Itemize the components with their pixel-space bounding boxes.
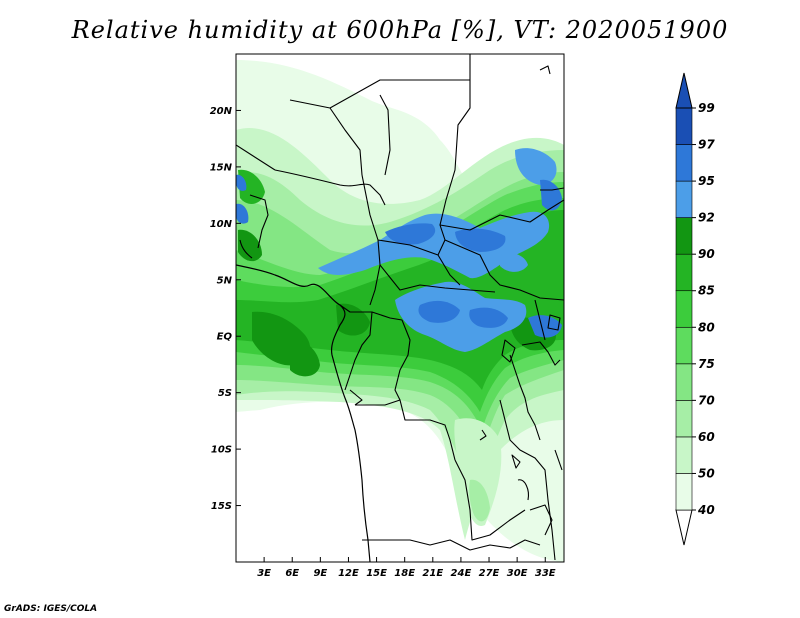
colorbar-segment [675,180,693,218]
lon-tick-label: 6E [285,568,299,579]
colorbar: 40 50 60 70 75 80 85 90 92 95 97 99 [675,72,715,546]
colorbar-segment [675,436,693,474]
lon-tick-label: 30E [507,568,528,579]
longitude-axis: 3E 6E 9E 12E 15E 18E 21E 24E 27E 30E 33E [257,557,556,579]
colorbar-label: 70 [698,393,715,407]
colorbar-label: 50 [698,466,715,480]
colorbar-segment [675,400,693,438]
lat-tick-label: 5S [218,388,232,399]
colorbar-label: 85 [698,284,715,298]
lat-tick-label: 20N [210,106,233,117]
lat-tick-label: 10S [211,445,232,456]
lon-tick-label: 18E [394,568,415,579]
lat-tick-label: 10N [210,219,233,230]
latitude-axis: 20N 15N 10N 5N EQ 5S 10S 15S [210,106,241,512]
lon-tick-label: 27E [479,568,500,579]
colorbar-segment [675,144,693,182]
colorbar-label: 40 [697,503,715,517]
lon-tick-label: 24E [451,568,472,579]
colorbar-segment [675,363,693,401]
colorbar-segment [675,217,693,255]
lon-tick-label: 9E [313,568,327,579]
lon-tick-label: 3E [257,568,271,579]
colorbar-label: 80 [698,320,715,334]
lon-tick-label: 21E [422,568,443,579]
lat-tick-label: 15S [211,501,232,512]
colorbar-segment [675,107,693,145]
colorbar-label: 92 [698,211,715,225]
colorbar-segment [675,473,693,511]
country-borders [236,54,564,562]
colorbar-label: 99 [698,101,715,115]
colorbar-segment [675,253,693,292]
lon-tick-label: 12E [338,568,359,579]
lat-tick-label: 5N [217,275,233,286]
lon-tick-label: 15E [366,568,387,579]
humidity-field [236,54,564,562]
lon-tick-label: 33E [535,568,556,579]
colorbar-segment [675,290,693,328]
colorbar-under-arrow [675,509,693,546]
colorbar-label: 90 [698,247,715,261]
colorbar-over-arrow [675,72,693,109]
grads-credit: GrADS: IGES/COLA [4,604,98,614]
map-title: Relative humidity at 600hPa [%], VT: 202… [71,16,729,44]
colorbar-label: 60 [698,430,715,444]
colorbar-segment [675,326,693,365]
plot-frame [235,53,565,563]
lat-tick-label: 15N [210,162,233,173]
lat-tick-label: EQ [217,332,233,343]
colorbar-label: 97 [698,138,715,152]
colorbar-label: 95 [698,174,715,188]
colorbar-label: 75 [698,357,715,371]
